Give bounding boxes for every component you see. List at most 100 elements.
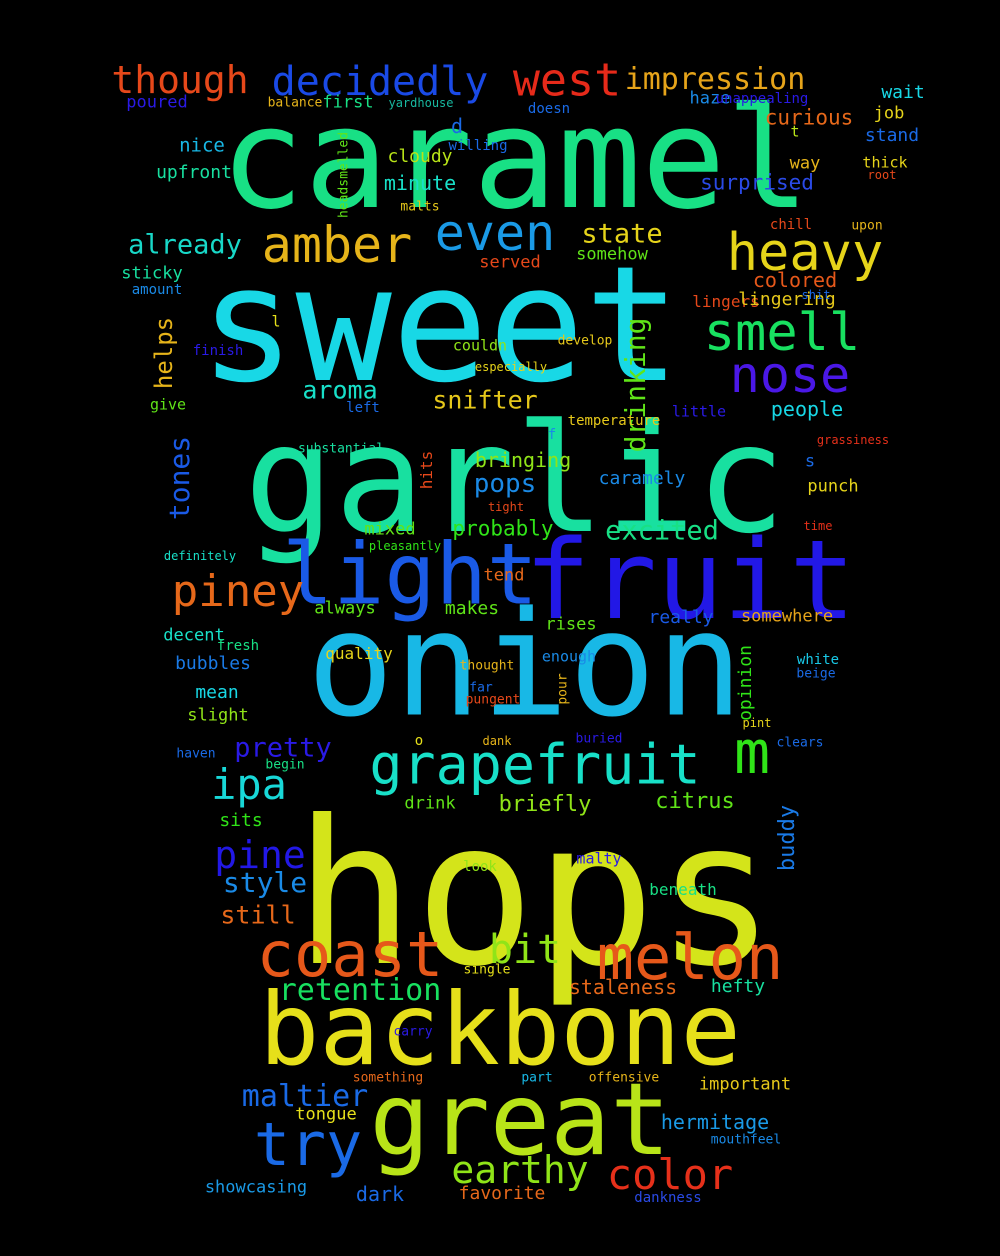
word-cloud-word: mixed xyxy=(364,519,416,540)
word-cloud-word: enough xyxy=(541,647,597,666)
word-cloud-word: malts xyxy=(400,199,440,215)
word-cloud-word: pungent xyxy=(465,692,521,708)
word-cloud-word: light xyxy=(282,525,538,625)
word-cloud-word: though xyxy=(111,58,249,102)
word-cloud-word: caramel xyxy=(219,78,811,241)
word-cloud-word: impression xyxy=(624,62,806,97)
word-cloud-word: tongue xyxy=(295,1104,357,1125)
word-cloud-word: piney xyxy=(171,566,305,617)
word-cloud-word: earthy xyxy=(451,1148,589,1192)
word-cloud-word: hops xyxy=(294,778,776,1011)
word-cloud-word: doesn xyxy=(527,101,571,117)
word-cloud-word: little xyxy=(671,402,727,421)
word-cloud-word: amber xyxy=(261,216,413,274)
word-cloud-word: grapefruit xyxy=(369,732,701,797)
word-cloud-word: t xyxy=(790,122,800,141)
word-cloud-word: served xyxy=(479,252,541,273)
word-cloud-word: bringing xyxy=(474,448,572,472)
word-cloud-word: backbone xyxy=(259,971,741,1088)
word-cloud-word: left xyxy=(346,400,380,416)
word-cloud-word: citrus xyxy=(655,789,735,814)
word-cloud-word: pops xyxy=(473,469,537,499)
word-cloud-word: tones xyxy=(163,435,196,521)
word-cloud-word: garlic xyxy=(244,393,786,567)
word-cloud-word: beneath xyxy=(649,880,717,899)
word-cloud-word: give xyxy=(149,395,187,414)
word-cloud-word: beige xyxy=(796,666,836,682)
word-cloud-word: f xyxy=(547,427,557,443)
word-cloud-word: melon xyxy=(596,921,784,994)
word-cloud-word: clears xyxy=(776,735,824,751)
word-cloud-word: malty xyxy=(576,849,622,868)
word-cloud-word: rises xyxy=(545,614,597,635)
word-cloud-word: hermitage xyxy=(660,1110,770,1134)
word-cloud-word: dankness xyxy=(634,1190,702,1206)
word-cloud-word: always xyxy=(314,598,376,619)
word-cloud-word: first xyxy=(322,92,374,113)
word-cloud-word: l xyxy=(271,312,281,331)
word-cloud-word: carry xyxy=(393,1024,433,1040)
word-cloud-word: nice xyxy=(179,134,225,157)
word-cloud-word: mean xyxy=(195,682,239,703)
word-cloud-word: chill xyxy=(769,217,813,233)
word-cloud-word: buddy xyxy=(775,804,800,872)
word-cloud-word: retention xyxy=(278,973,442,1008)
word-cloud-word: minute xyxy=(383,171,457,195)
word-cloud-word: decent xyxy=(163,625,225,646)
word-cloud-word: pour xyxy=(555,673,571,705)
word-cloud-word: sits xyxy=(219,810,263,831)
word-cloud-word: onion xyxy=(306,580,744,750)
word-cloud-word: favorite xyxy=(458,1183,546,1204)
word-cloud-word: cloudy xyxy=(387,146,453,167)
word-cloud-word: opinion xyxy=(735,645,756,721)
word-cloud-word: upfront xyxy=(156,162,232,183)
word-cloud-word: punch xyxy=(807,476,859,497)
word-cloud-word: maltier xyxy=(241,1079,369,1114)
word-cloud-word: lingers xyxy=(692,292,760,311)
word-cloud-word: m xyxy=(733,718,771,788)
word-cloud-word: bit xyxy=(488,927,562,973)
word-cloud-word: hits xyxy=(417,450,436,490)
word-cloud-word: drink xyxy=(404,793,456,814)
word-cloud-word: bubbles xyxy=(175,653,251,674)
word-cloud-word: haze xyxy=(689,88,731,109)
word-cloud-word: somewhere xyxy=(740,606,834,627)
word-cloud-word: sticky xyxy=(121,263,183,284)
word-cloud-word: look xyxy=(463,859,497,875)
word-cloud-word: develop xyxy=(557,333,613,349)
word-cloud-word: ipa xyxy=(211,760,287,809)
word-cloud-word: coast xyxy=(256,918,444,991)
word-cloud-word: sweet xyxy=(199,231,681,418)
word-cloud-word: upon xyxy=(851,218,883,234)
word-cloud-word: couldn xyxy=(452,336,508,355)
word-cloud-word: tend xyxy=(483,565,525,586)
word-cloud-word: poured xyxy=(126,92,188,113)
word-cloud-word: fresh xyxy=(216,638,260,654)
word-cloud-word: west xyxy=(512,53,622,107)
word-cloud-word: slight xyxy=(187,705,249,726)
word-cloud-word: substantial xyxy=(297,441,385,457)
word-cloud-word: heavy xyxy=(726,223,884,283)
word-cloud-word: surprised xyxy=(700,170,814,195)
word-cloud-word: caramely xyxy=(598,468,686,489)
word-cloud-word: pleasantly xyxy=(368,539,442,553)
word-cloud-word: try xyxy=(253,1110,363,1180)
word-cloud-word: staleness xyxy=(568,975,678,999)
word-cloud-word: great xyxy=(369,1061,671,1178)
word-cloud-word: way xyxy=(789,153,821,174)
word-cloud-word: colored xyxy=(752,268,838,292)
word-cloud-word: makes xyxy=(444,598,500,619)
word-cloud-word: haven xyxy=(176,746,216,762)
word-cloud-word: aroma xyxy=(302,375,378,405)
word-cloud-word: pine xyxy=(214,833,306,877)
word-cloud-word: finish xyxy=(192,343,244,359)
word-cloud-word: wait xyxy=(881,82,925,103)
word-cloud-word: still xyxy=(220,900,296,930)
word-cloud-word: offensive xyxy=(588,1070,660,1086)
word-cloud-word: important xyxy=(698,1074,792,1095)
word-cloud-word: decidedly xyxy=(271,59,489,105)
word-cloud-word: s xyxy=(804,451,816,472)
word-cloud-word: thought xyxy=(459,658,515,674)
word-cloud-word: people xyxy=(770,397,844,421)
